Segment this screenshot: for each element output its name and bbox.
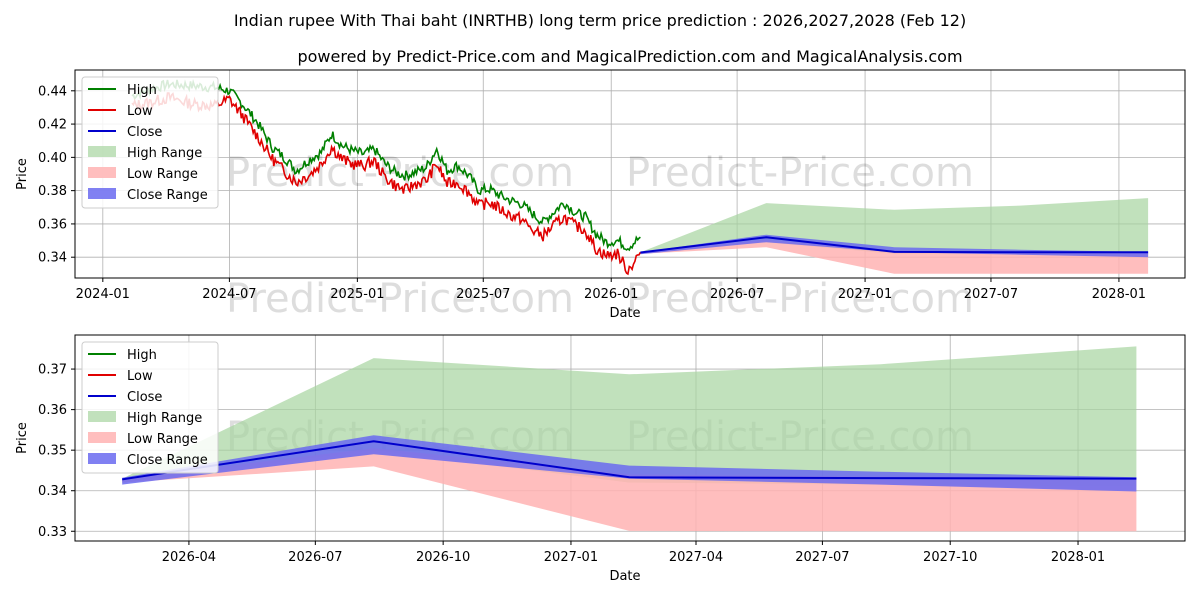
x-tick-label: 2026-07 (710, 287, 764, 302)
legend-low-range-label: Low Range (127, 167, 198, 182)
x-tick-label: 2026-07 (288, 550, 342, 565)
legend-low-range-label: Low Range (127, 432, 198, 447)
x-tick-label: 2028-01 (1051, 550, 1105, 565)
legend-high-range-label: High Range (127, 411, 202, 426)
y-tick-label: 0.33 (38, 525, 67, 540)
y-tick-label: 0.40 (38, 151, 67, 166)
chart-subtitle: powered by Predict-Price.com and Magical… (297, 47, 962, 66)
y-axis-label: Price (15, 158, 30, 190)
legend-close-range-swatch (88, 188, 116, 199)
x-tick-label: 2025-07 (456, 287, 510, 302)
x-tick-label: 2027-10 (923, 550, 977, 565)
y-tick-label: 0.42 (38, 118, 67, 133)
y-tick-label: 0.35 (38, 444, 67, 459)
legend-low-label: Low (127, 369, 153, 384)
x-tick-label: 2027-07 (795, 550, 849, 565)
x-tick-label: 2026-04 (162, 550, 216, 565)
legend-low-range-swatch (88, 167, 116, 178)
legend-close-range-label: Close Range (127, 453, 208, 468)
y-tick-label: 0.38 (38, 184, 67, 199)
x-tick-label: 2027-04 (669, 550, 723, 565)
x-tick-label: 2027-07 (964, 287, 1018, 302)
x-axis-label: Date (609, 569, 640, 584)
bottom-panel: Predict-Price.comPredict-Price.com2026-0… (15, 335, 1185, 584)
chart-title: Indian rupee With Thai baht (INRTHB) lon… (234, 11, 966, 30)
x-tick-label: 2027-01 (544, 550, 598, 565)
legend-close-range-swatch (88, 453, 116, 464)
watermark-text: Predict-Price.com (626, 276, 974, 322)
plot-area (122, 346, 1136, 531)
legend-high-label: High (127, 83, 157, 98)
legend: High Low Close High Range Low Range Close Ran… (82, 342, 218, 473)
legend-close-label: Close (127, 125, 162, 140)
x-tick-label: 2028-01 (1092, 287, 1146, 302)
legend-high-range-label: High Range (127, 146, 202, 161)
x-tick-label: 2025-01 (330, 287, 384, 302)
y-tick-label: 0.37 (38, 363, 67, 378)
y-tick-label: 0.36 (38, 403, 67, 418)
y-tick-label: 0.36 (38, 217, 67, 232)
y-tick-label: 0.44 (38, 84, 67, 99)
x-tick-label: 2026-10 (416, 550, 470, 565)
legend-high-label: High (127, 348, 157, 363)
legend-low-range-swatch (88, 432, 116, 443)
x-axis-label: Date (609, 306, 640, 321)
legend-high-range-swatch (88, 146, 116, 157)
x-tick-label: 2024-07 (202, 287, 256, 302)
y-axis-label: Price (15, 422, 30, 454)
x-tick-label: 2027-01 (838, 287, 892, 302)
legend-high-range-swatch (88, 411, 116, 422)
y-tick-label: 0.34 (38, 251, 67, 266)
watermark-text: Predict-Price.com (626, 150, 974, 196)
x-tick-label: 2026-01 (584, 287, 638, 302)
legend-low-label: Low (127, 104, 153, 119)
legend-close-label: Close (127, 390, 162, 405)
legend-close-range-label: Close Range (127, 188, 208, 203)
top-panel: Predict-Price.com Predict-Price.com Predic… (15, 70, 1185, 322)
legend: High Low Close High Range Low Range Close Ran… (82, 77, 218, 208)
x-tick-label: 2024-01 (76, 287, 130, 302)
y-tick-label: 0.34 (38, 484, 67, 499)
watermark-text: Predict-Price.com (226, 276, 574, 322)
